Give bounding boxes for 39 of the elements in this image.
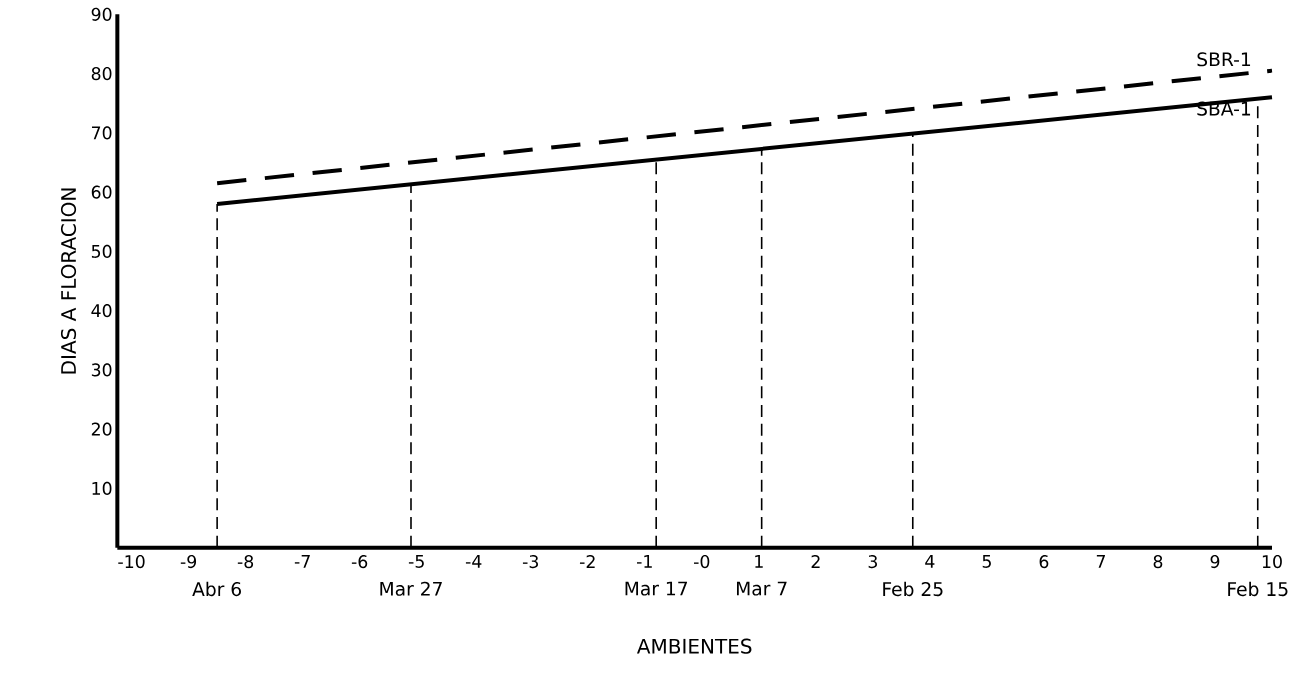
x-axis-title: AMBIENTES — [636, 638, 752, 654]
x-tick-label: 3 — [868, 555, 877, 569]
x-tick-label: 2 — [811, 555, 820, 568]
x-tick-label: -4 — [465, 555, 482, 568]
x-tick-label: -8 — [237, 555, 254, 569]
x-tick-label: 9 — [1210, 555, 1220, 569]
ref-line-label: Abr 6 — [192, 581, 241, 597]
x-tick-label: -3 — [522, 555, 538, 569]
x-tick-label: -0 — [693, 555, 710, 569]
x-tick-label: 6 — [1039, 555, 1049, 569]
ref-line-label: Mar 17 — [625, 581, 688, 596]
y-tick-label: 90 — [91, 7, 112, 21]
y-tick-label: 70 — [92, 126, 112, 140]
x-tick-label: 8 — [1153, 555, 1163, 569]
ref-line-label: Feb 25 — [883, 581, 943, 597]
x-tick-label: -1 — [636, 555, 652, 568]
x-tick-label: 1 — [755, 555, 763, 568]
y-tick-label: 50 — [91, 244, 112, 258]
y-tick-label: 10 — [92, 481, 112, 495]
x-tick-label: -7 — [294, 555, 310, 568]
ref-line-label: Feb 15 — [1228, 581, 1288, 597]
y-axis-title: DIAS A FLORACION — [60, 188, 77, 374]
y-tick-label: 20 — [91, 422, 112, 436]
y-tick-label: 30 — [91, 363, 112, 377]
x-tick-label: -5 — [408, 555, 424, 568]
x-tick-label: -6 — [351, 555, 368, 569]
y-tick-label: 80 — [91, 67, 112, 81]
x-tick-label: 10 — [1262, 555, 1282, 569]
ref-line-label: Mar 27 — [380, 581, 442, 596]
y-tick-label: 60 — [91, 185, 112, 199]
x-tick-label: -10 — [118, 555, 145, 569]
x-tick-label: 7 — [1096, 555, 1105, 568]
x-tick-label: 5 — [982, 555, 991, 568]
x-tick-label: -9 — [180, 555, 197, 569]
x-tick-label: -2 — [579, 555, 595, 568]
series-label: SBR-1 — [1197, 52, 1251, 67]
x-tick-label: 4 — [925, 555, 935, 568]
ref-line-label: Mar 7 — [737, 581, 787, 596]
y-tick-label: 40 — [91, 304, 112, 318]
